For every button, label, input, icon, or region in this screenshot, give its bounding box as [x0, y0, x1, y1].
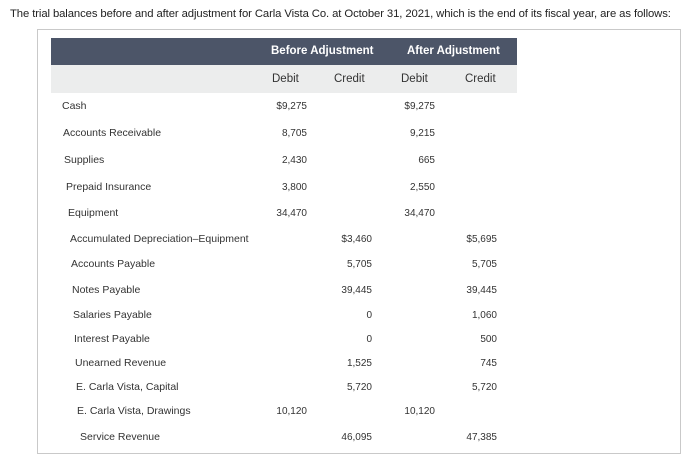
before-adjustment-header: Before Adjustment [271, 45, 374, 57]
before-credit-value: 1,525 [346, 358, 372, 369]
before-credit-value: 5,705 [346, 259, 372, 270]
after-debit-value: 9,215 [409, 128, 435, 139]
after-debit-value: 10,120 [404, 406, 435, 417]
after-debit-value: 34,470 [404, 208, 435, 219]
intro-text: The trial balances before and after adju… [10, 8, 671, 20]
account-name: Notes Payable [72, 284, 141, 296]
before-credit-value: $3,460 [341, 234, 372, 245]
before-debit-value: 8,705 [281, 128, 307, 139]
after-debit-value: 665 [418, 155, 435, 166]
before-debit-value: 3,800 [281, 182, 307, 193]
trial-balance-panel [37, 29, 681, 454]
table-header-groups [51, 38, 517, 65]
before-credit-value: 5,720 [346, 382, 372, 393]
after-credit-value: 1,060 [471, 310, 497, 321]
after-credit-value: 500 [480, 334, 497, 345]
after-adjustment-header: After Adjustment [407, 45, 500, 57]
after-debit-value: 2,550 [409, 182, 435, 193]
account-name: E. Carla Vista, Drawings [77, 405, 191, 417]
account-name: Prepaid Insurance [66, 181, 152, 193]
before-debit-value: 34,470 [276, 208, 307, 219]
before-debit-value: 10,120 [276, 406, 307, 417]
before-credit-value: 0 [366, 310, 372, 321]
before-credit-value: 39,445 [341, 285, 372, 296]
account-name: Accumulated Depreciation–Equipment [70, 233, 249, 245]
after-credit-value: 5,705 [471, 259, 497, 270]
before-debit-value: $9,275 [276, 101, 307, 112]
after-credit-value: 745 [480, 358, 497, 369]
before-credit-value: 0 [366, 334, 372, 345]
before-debit-value: 2,430 [281, 155, 307, 166]
account-name: Supplies [64, 154, 105, 166]
account-name: E. Carla Vista, Capital [76, 381, 179, 393]
after-debit-value: $9,275 [404, 101, 435, 112]
after-credit-value: 5,720 [471, 382, 497, 393]
before-credit-header: Credit [334, 73, 365, 85]
account-name: Accounts Receivable [63, 127, 162, 139]
account-name: Unearned Revenue [75, 357, 167, 369]
account-name: Equipment [68, 207, 119, 219]
after-credit-value: 47,385 [466, 432, 497, 443]
account-name: Cash [62, 100, 87, 112]
after-credit-value: $5,695 [466, 234, 497, 245]
account-name: Salaries Payable [73, 309, 152, 321]
before-debit-header: Debit [272, 73, 299, 85]
account-name: Service Revenue [80, 431, 160, 443]
before-credit-value: 46,095 [341, 432, 372, 443]
table-header-columns [51, 65, 517, 93]
account-name: Accounts Payable [71, 258, 156, 270]
account-name: Interest Payable [74, 333, 150, 345]
after-credit-header: Credit [465, 73, 496, 85]
after-debit-header: Debit [401, 73, 428, 85]
after-credit-value: 39,445 [466, 285, 497, 296]
